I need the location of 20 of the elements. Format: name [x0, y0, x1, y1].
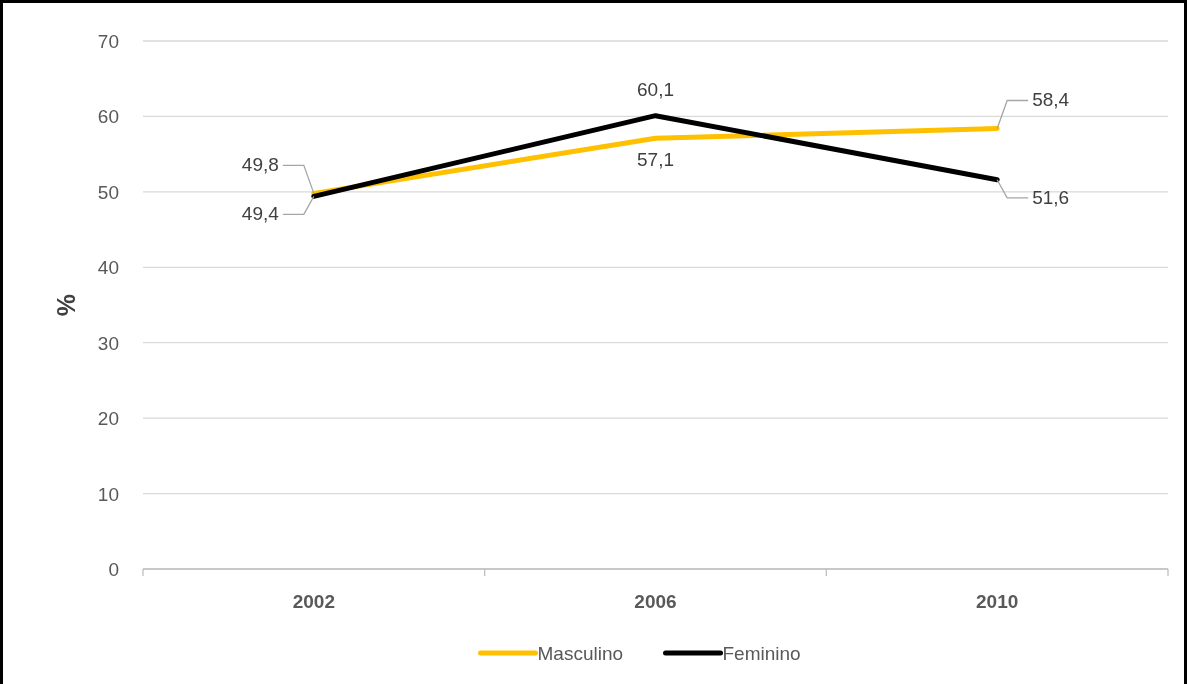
data-label: 60,1 — [637, 78, 674, 100]
data-label: 58,4 — [1032, 89, 1070, 111]
data-label: 49,4 — [241, 203, 280, 225]
x-tick-label: 2006 — [634, 591, 677, 612]
data-label: 51,6 — [1032, 186, 1070, 208]
y-axis-title: % — [52, 293, 80, 317]
y-tick-label: 50 — [97, 181, 119, 203]
y-tick-label: 30 — [97, 332, 119, 354]
x-tick-label: 2010 — [976, 591, 1019, 612]
data-label: 49,8 — [241, 154, 279, 176]
x-tick-label: 2002 — [292, 591, 335, 612]
legend-label: Masculino — [537, 643, 624, 664]
y-tick-label: 70 — [97, 31, 119, 52]
y-tick-label: 0 — [108, 559, 119, 580]
data-label: 57,1 — [637, 149, 674, 171]
legend-label: Feminino — [722, 643, 801, 664]
y-tick-label: 60 — [97, 106, 119, 128]
y-tick-label: 40 — [97, 257, 119, 279]
y-tick-label: 10 — [97, 483, 119, 505]
y-tick-label: 20 — [97, 408, 119, 430]
